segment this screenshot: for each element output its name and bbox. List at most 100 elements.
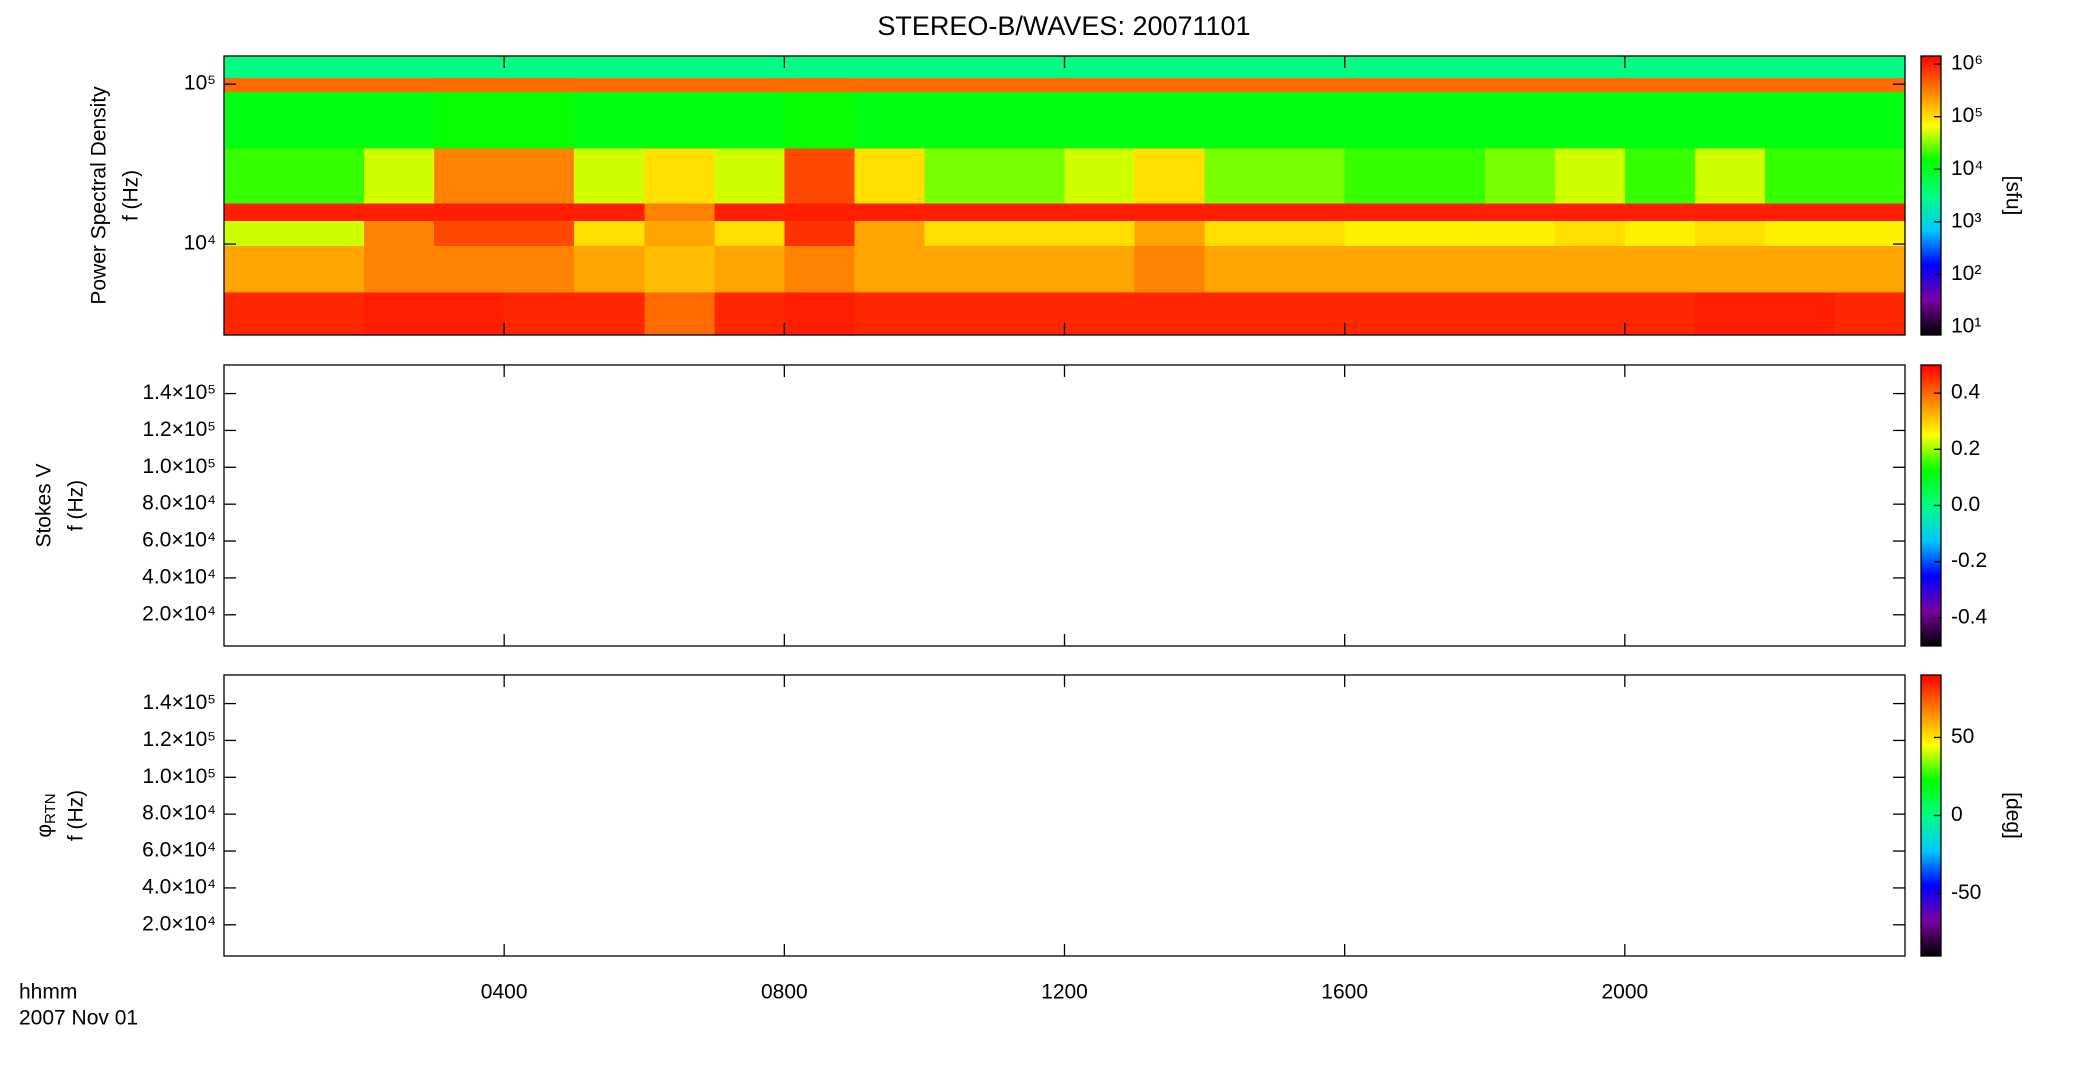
heatmap-cell <box>714 245 785 293</box>
heatmap-cell <box>1414 77 1486 92</box>
heatmap-cell <box>1484 292 1556 336</box>
x-tick-label: 1200 <box>1041 981 1088 1004</box>
heatmap-cell <box>784 292 855 336</box>
y-tick-label: 4.0×10⁴ <box>142 875 216 898</box>
heatmap-cell <box>994 203 1065 222</box>
heatmap-cell <box>1064 203 1136 222</box>
heatmap-cell <box>224 203 295 222</box>
heatmap-cell <box>574 203 645 222</box>
heatmap-cell <box>1624 292 1696 336</box>
heatmap-cell <box>1484 220 1556 246</box>
heatmap-cell <box>854 245 925 293</box>
heatmap-cell <box>854 77 925 92</box>
heatmap-cell <box>1414 245 1486 293</box>
heatmap-cell <box>924 203 995 222</box>
heatmap-cell <box>434 220 505 246</box>
heatmap-cell <box>854 91 925 149</box>
heatmap-cell <box>784 147 855 204</box>
y-tick-label: 2.0×10⁴ <box>142 912 216 935</box>
heatmap-cell <box>994 220 1065 246</box>
heatmap-cell <box>1694 147 1766 204</box>
colorbar-tick-label: -0.4 <box>1951 605 1988 628</box>
heatmap-cell <box>1554 77 1626 92</box>
heatmap-cell <box>1554 220 1626 246</box>
heatmap-cell <box>1204 245 1276 293</box>
x-tick-label: 1600 <box>1321 981 1368 1004</box>
heatmap-cell <box>1414 203 1486 222</box>
heatmap-cell <box>364 292 435 336</box>
colorbar-tick-label: 0.0 <box>1951 493 1980 516</box>
heatmap-cell <box>1834 203 1906 222</box>
heatmap-cell <box>994 147 1065 204</box>
heatmap-cell <box>1554 245 1626 293</box>
y-tick-label: 6.0×10⁴ <box>142 529 216 552</box>
heatmap-cell <box>1204 203 1276 222</box>
heatmap-cell <box>1484 56 1556 79</box>
heatmap-cell <box>224 91 295 149</box>
heatmap-cell <box>364 220 435 246</box>
heatmap-cell <box>294 77 365 92</box>
heatmap-cell <box>854 220 925 246</box>
heatmap-cell <box>1834 56 1906 79</box>
heatmap-cell <box>924 91 995 149</box>
heatmap-cell <box>1344 56 1416 79</box>
heatmap-cell <box>504 91 575 149</box>
y-axis-label: Power Spectral Density <box>88 86 111 305</box>
heatmap-cell <box>294 91 365 149</box>
y-tick-label: 8.0×10⁴ <box>142 492 216 515</box>
heatmap-cell <box>1764 203 1836 222</box>
heatmap-cell <box>1834 220 1906 246</box>
heatmap-cell <box>1344 91 1416 149</box>
heatmap-cell <box>434 77 505 92</box>
heatmap-cell <box>504 77 575 92</box>
heatmap-cell <box>1344 292 1416 336</box>
heatmap-cell <box>574 220 645 246</box>
heatmap-cell <box>224 147 295 204</box>
heatmap-cell <box>1414 220 1486 246</box>
y-tick-label: 1.0×10⁵ <box>142 765 216 788</box>
heatmap-cell <box>994 56 1065 79</box>
heatmap-cell <box>1204 56 1276 79</box>
date-label: 2007 Nov 01 <box>19 1007 138 1030</box>
colorbar-tick-label: 10² <box>1951 262 1981 285</box>
heatmap-cell <box>854 292 925 336</box>
heatmap-cell <box>364 56 435 79</box>
heatmap-cell <box>1064 91 1136 149</box>
colorbar <box>1921 365 1941 646</box>
heatmap-cell <box>924 292 995 336</box>
heatmap-cell <box>1134 245 1206 293</box>
heatmap-cell <box>364 147 435 204</box>
heatmap-cell <box>1274 77 1346 92</box>
colorbar-tick-label: -0.2 <box>1951 549 1987 572</box>
heatmap-cell <box>924 245 995 293</box>
heatmap-cell <box>1834 91 1906 149</box>
heatmap-cell <box>644 220 715 246</box>
heatmap-cell <box>364 245 435 293</box>
heatmap-cell <box>1064 245 1136 293</box>
heatmap-cell <box>1484 91 1556 149</box>
y-axis-label: f (Hz) <box>65 480 88 531</box>
heatmap-cell <box>784 220 855 246</box>
heatmap-cell <box>1134 203 1206 222</box>
heatmap-cell <box>924 147 995 204</box>
heatmap-cell <box>1554 56 1626 79</box>
heatmap-cell <box>644 245 715 293</box>
heatmap-cell <box>1344 220 1416 246</box>
heatmap-cell <box>1344 245 1416 293</box>
heatmap-cell <box>714 292 785 336</box>
heatmap-cell <box>994 77 1065 92</box>
heatmap-cell <box>1204 77 1276 92</box>
heatmap-cell <box>1484 203 1556 222</box>
heatmap-cell <box>504 147 575 204</box>
heatmap-cell <box>364 203 435 222</box>
colorbar <box>1921 675 1941 956</box>
heatmap-cell <box>434 292 505 336</box>
heatmap-cell <box>784 91 855 149</box>
heatmap-cell <box>1274 292 1346 336</box>
heatmap-cell <box>714 77 785 92</box>
heatmap-cell <box>504 220 575 246</box>
chart-title: STEREO-B/WAVES: 20071101 <box>877 11 1250 41</box>
heatmap-cell <box>1134 292 1206 336</box>
heatmap-cell <box>1414 91 1486 149</box>
heatmap-cell <box>224 292 295 336</box>
